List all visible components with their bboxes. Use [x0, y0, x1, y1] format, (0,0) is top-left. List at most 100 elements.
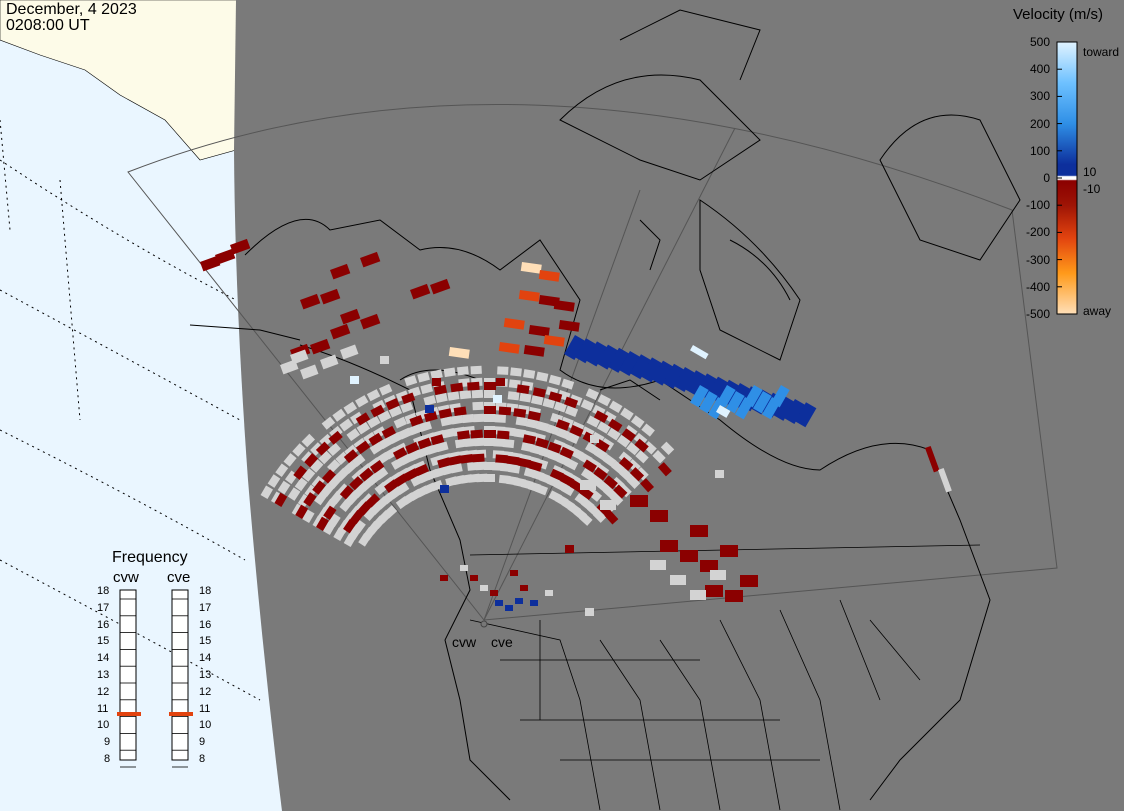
velocity-cell	[350, 376, 359, 384]
velocity-cell	[640, 478, 655, 493]
velocity-cell	[343, 460, 358, 474]
velocity-cell	[784, 399, 806, 425]
velocity-cell	[312, 480, 326, 495]
velocity-cell	[611, 460, 625, 474]
velocity-cell	[609, 400, 623, 413]
velocity-cell	[535, 371, 549, 382]
velocity-cell	[283, 453, 297, 467]
velocity-cell	[586, 341, 608, 367]
velocity-cell	[327, 459, 341, 473]
frequency-radar-label-cvw: cvw	[113, 569, 139, 586]
velocity-cell	[473, 413, 485, 423]
velocity-cell	[600, 500, 616, 510]
frequency-scale-label-left: 10	[97, 719, 110, 732]
velocity-cell	[462, 414, 474, 424]
velocity-cell	[650, 560, 666, 570]
velocity-cell	[230, 238, 251, 255]
velocity-cell	[377, 410, 392, 423]
velocity-cell	[518, 290, 540, 302]
velocity-cell	[602, 454, 617, 468]
velocity-cell	[498, 406, 512, 416]
velocity-cell	[494, 414, 506, 423]
velocity-cell	[502, 439, 515, 449]
velocity-cell	[690, 525, 708, 537]
velocity-cell	[553, 401, 567, 413]
velocity-cell	[586, 415, 601, 428]
velocity-cell	[339, 418, 354, 432]
velocity-cell	[388, 405, 403, 418]
velocity-cell	[432, 378, 441, 386]
velocity-cell	[553, 300, 575, 312]
velocity-cell	[363, 431, 377, 445]
velocity-cell	[426, 443, 440, 455]
graticule	[0, 119, 261, 701]
velocity-cell	[290, 349, 309, 365]
velocity-cell	[304, 453, 319, 468]
velocity-cell	[352, 519, 366, 534]
velocity-cell	[510, 570, 518, 576]
velocity-cell	[292, 443, 306, 457]
frequency-scale-label-right: 12	[199, 685, 212, 698]
frequency-scale-label-left: 14	[97, 652, 110, 665]
frequency-scale-label-right: 18	[199, 585, 212, 597]
velocity-cell	[339, 485, 354, 500]
velocity-cell	[359, 467, 374, 482]
velocity-cell	[630, 354, 652, 380]
velocity-cell	[497, 366, 509, 375]
velocity-cell	[564, 335, 586, 361]
velocity-cell	[546, 424, 560, 436]
velocity-cell	[564, 396, 579, 409]
velocity-cell	[274, 492, 288, 507]
velocity-cell	[496, 430, 510, 440]
velocity-cell	[580, 399, 595, 412]
velocity-cell	[440, 416, 453, 427]
velocity-cell	[301, 433, 316, 448]
velocity-cell	[425, 405, 434, 413]
state-borders	[469, 544, 981, 811]
velocity-cell	[447, 391, 460, 401]
velocity-cell	[740, 575, 758, 587]
velocity-cell	[360, 313, 381, 330]
velocity-cell	[384, 479, 399, 493]
velocity-cell	[603, 475, 618, 490]
velocity-cell	[346, 428, 361, 442]
date-label: December, 4 2023	[6, 1, 137, 18]
velocity-cell	[585, 608, 594, 616]
velocity-cell	[505, 605, 513, 611]
velocity-cell	[566, 432, 580, 444]
velocity-cell	[604, 510, 619, 525]
colorbar-tick-label: 500	[1029, 35, 1050, 49]
velocity-cell	[437, 457, 451, 469]
velocity-cell	[350, 411, 364, 425]
velocity-cell	[565, 545, 574, 553]
velocity-cell	[467, 381, 480, 391]
velocity-cell	[319, 288, 341, 305]
velocity-cell	[438, 408, 453, 419]
velocity-cell	[470, 575, 478, 581]
velocity-cell	[409, 415, 424, 427]
velocity-cell	[484, 430, 496, 438]
velocity-cell	[430, 369, 443, 380]
velocity-cell	[450, 463, 463, 474]
velocity-cell	[335, 467, 349, 482]
velocity-cell	[343, 518, 357, 534]
frequency-scale-label-right: 15	[199, 635, 212, 648]
frequency-scale-label-right: 13	[199, 669, 212, 681]
velocity-cell	[725, 590, 743, 602]
night-region	[234, 0, 1124, 811]
velocity-cell	[472, 401, 484, 411]
velocity-cell	[340, 344, 359, 360]
velocity-cell	[938, 467, 952, 493]
velocity-cell	[530, 600, 538, 606]
frequency-scale-label-left: 8	[104, 753, 111, 765]
velocity-cell	[575, 338, 597, 364]
velocity-cell	[383, 505, 398, 519]
velocity-cell	[460, 453, 474, 464]
velocity-cell	[561, 378, 575, 390]
velocity-cell	[354, 395, 369, 408]
velocity-cell	[448, 347, 470, 359]
velocity-cell	[520, 262, 542, 274]
velocity-cell	[277, 480, 291, 495]
velocity-cell	[423, 395, 437, 406]
velocity-cell	[534, 483, 549, 496]
